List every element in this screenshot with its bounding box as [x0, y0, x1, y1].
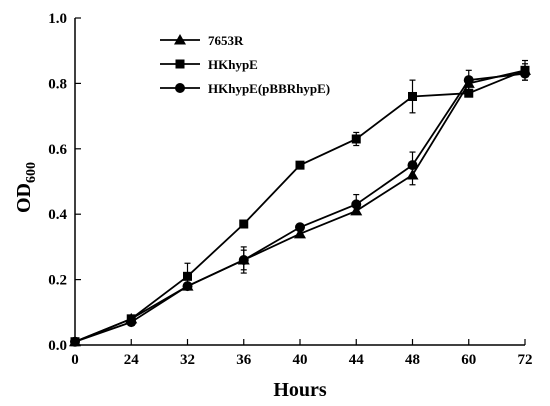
y-tick-label: 1.0: [48, 11, 67, 27]
marker-circle: [295, 222, 305, 233]
marker-square: [464, 88, 474, 98]
tick-labels: 0.0 0.2 0.4 0.6 0.8 1.0 0 24 32 36 40 44 48 60 72: [48, 11, 532, 368]
x-tick-label: 24: [124, 352, 140, 368]
x-tick-label: 36: [236, 352, 252, 368]
series-circle: [70, 66, 530, 347]
marker-square: [239, 219, 249, 229]
y-axis-title-main: OD: [13, 183, 35, 213]
marker-triangle: [294, 227, 306, 239]
x-tick-label: 60: [461, 352, 476, 368]
marker-circle: [463, 75, 474, 86]
legend: 7653R HKhypE HKhypE(pBBRhypE): [160, 33, 330, 96]
x-tick-label: 72: [518, 352, 533, 368]
legend-entry: 7653R: [160, 33, 244, 48]
y-tick-label: 0.2: [48, 273, 67, 289]
x-tick-label: 32: [180, 352, 195, 368]
marker-square: [175, 59, 185, 69]
axes: [74, 17, 526, 346]
legend-label: 7653R: [208, 33, 244, 48]
legend-entry: HKhypE(pBBRhypE): [160, 81, 330, 96]
marker-circle: [238, 254, 249, 265]
marker-square: [408, 91, 417, 101]
marker-square: [351, 134, 361, 144]
marker-circle: [351, 199, 362, 210]
y-axis-title: OD600: [13, 162, 39, 213]
y-tick-label: 0.8: [48, 76, 67, 92]
marker-circle: [520, 68, 530, 79]
legend-label: HKhypE(pBBRhypE): [208, 81, 330, 96]
marker-triangle: [174, 34, 186, 45]
y-axis-title-subscript: 600: [24, 162, 39, 183]
marker-circle: [126, 317, 137, 328]
x-tick-label: 40: [293, 352, 308, 368]
marker-square: [295, 160, 305, 170]
legend-entry: HKhypE: [160, 57, 258, 72]
x-tick-label: 0: [71, 352, 79, 368]
marker-square: [183, 271, 192, 281]
series-square: [70, 59, 530, 347]
marker-circle: [175, 83, 185, 93]
marker-circle: [407, 160, 418, 171]
series-line: [74, 72, 526, 343]
marker-circle: [70, 336, 80, 347]
y-tick-label: 0.4: [48, 207, 67, 223]
y-tick-label: 0.0: [48, 338, 67, 354]
y-tick-label: 0.6: [48, 142, 67, 158]
marker-circle: [182, 281, 193, 292]
x-axis-title: Hours: [273, 379, 327, 401]
series-triangle: [69, 63, 531, 347]
series-line: [74, 69, 526, 343]
series-line: [74, 69, 526, 343]
x-tick-label: 44: [349, 352, 365, 368]
series-layer: [69, 59, 531, 347]
x-tick-label: 48: [405, 352, 420, 368]
legend-label: HKhypE: [208, 57, 258, 72]
